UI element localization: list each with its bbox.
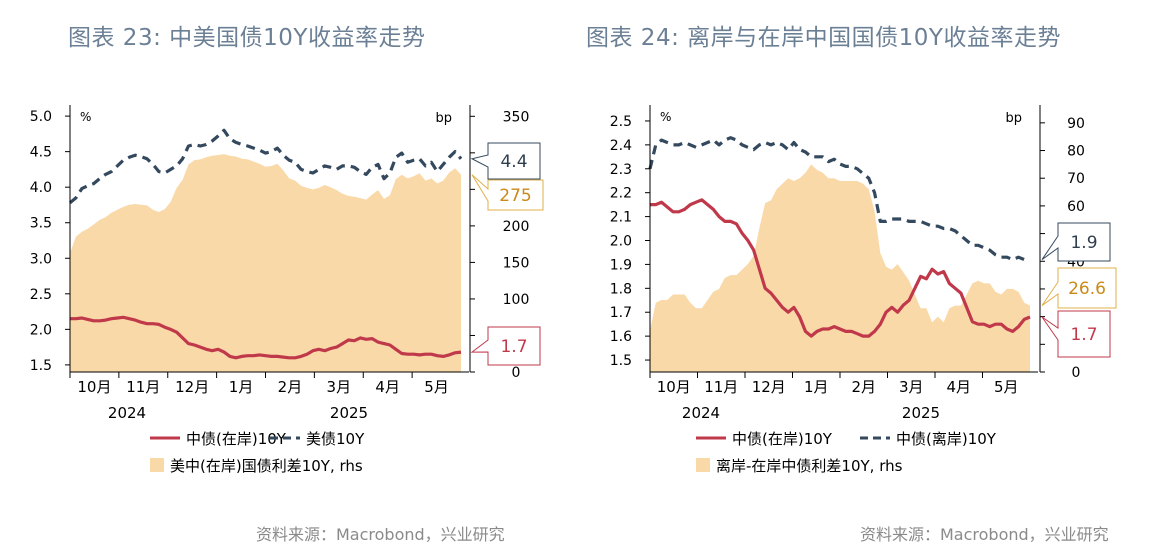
legend-swatch-area (150, 458, 164, 472)
x-tick-label: 1月 (804, 378, 829, 396)
right-tick-label: 100 (503, 292, 530, 308)
x-tick-label: 2月 (278, 378, 303, 396)
left-unit-label: % (80, 110, 91, 124)
callout-value: 275 (499, 186, 531, 206)
year-label: 2024 (682, 404, 720, 422)
x-tick-label: 11月 (126, 378, 160, 396)
left-tick-label: 2.3 (610, 162, 632, 178)
right-tick-label: 0 (512, 365, 521, 381)
left-tick-label: 4.0 (30, 180, 52, 196)
x-tick-label: 3月 (899, 378, 924, 396)
callout-box (470, 142, 541, 180)
right-tick-label: 200 (503, 219, 530, 235)
right-unit-label: bp (435, 111, 452, 126)
left-tick-label: 2.1 (610, 210, 632, 226)
x-tick-label: 12月 (175, 378, 209, 396)
legend-label: 离岸-在岸中债利差10Y, rhs (716, 457, 903, 475)
right-tick-label: 350 (503, 109, 530, 125)
legend-label: 中债(在岸)10Y (732, 430, 833, 448)
left-tick-label: 1.7 (610, 305, 632, 321)
onshore-yield-line (70, 315, 462, 360)
left-tick-label: 5.0 (30, 109, 52, 125)
right-tick-label: 0 (1072, 365, 1081, 381)
left-tick-label: 2.0 (610, 234, 632, 250)
left-tick-label: 3.0 (30, 251, 52, 267)
callout-box (470, 326, 541, 366)
offshore-yield-line (648, 136, 1030, 262)
x-tick-label: 12月 (752, 378, 786, 396)
source-note: 资料来源：Macrobond，兴业研究 (860, 525, 1109, 544)
spread-area (70, 154, 461, 372)
left-tick-label: 4.5 (30, 145, 52, 161)
callout-value: 1.9 (1070, 233, 1097, 253)
legend-label: 中债(在岸)10Y (186, 430, 287, 448)
right-tick-label: 60 (1067, 199, 1085, 215)
x-tick-label: 5月 (994, 378, 1019, 396)
left-tick-label: 3.5 (30, 216, 52, 232)
year-label: 2025 (330, 404, 368, 422)
x-tick-label: 3月 (327, 378, 352, 396)
callout-box (1041, 310, 1111, 358)
legend-label: 中债(离岸)10Y (896, 430, 997, 448)
left-tick-label: 2.5 (610, 114, 632, 130)
chart-title: 图表 23: 中美国债10Y收益率走势 (68, 25, 426, 51)
x-tick-label: 4月 (946, 378, 971, 396)
x-tick-label: 2月 (851, 378, 876, 396)
callout-box (1041, 222, 1111, 262)
chart-24-svg: 1.51.61.71.81.92.02.12.22.32.42.50102030… (610, 105, 1117, 475)
spread-area (650, 164, 1030, 372)
onshore-yield-line (650, 198, 1031, 338)
x-tick-label: 10月 (657, 378, 691, 396)
right-tick-label: 70 (1067, 171, 1085, 187)
x-tick-label: 5月 (424, 378, 449, 396)
callout-box (1041, 267, 1117, 309)
callout-value: 4.4 (500, 152, 527, 172)
left-tick-label: 1.6 (610, 329, 632, 345)
left-tick-label: 2.2 (610, 186, 632, 202)
x-tick-label: 11月 (704, 378, 738, 396)
callout-value: 1.7 (500, 337, 527, 357)
callout-box (471, 174, 544, 211)
left-tick-label: 1.9 (610, 257, 632, 273)
left-unit-label: % (660, 110, 671, 124)
legend-label: 美中(在岸)国债利差10Y, rhs (170, 457, 363, 475)
legend-swatch-area (696, 458, 710, 472)
legend-label: 美债10Y (306, 430, 365, 448)
chart-title: 图表 24: 离岸与在岸中国国债10Y收益率走势 (586, 25, 1061, 51)
us-yield-line (68, 128, 463, 205)
chart-panel-right: 图表 24: 离岸与在岸中国国债10Y收益率走势 1.5 1.6 1.7 1.8 1.9… (586, 0, 1171, 551)
right-unit-label: bp (1005, 111, 1022, 126)
right-tick-label: 150 (503, 255, 530, 271)
left-tick-label: 1.5 (30, 358, 52, 374)
right-tick-label: 90 (1067, 116, 1085, 132)
chart-23-svg: 1.52.02.53.03.54.04.55.00501001502002503… (30, 105, 544, 475)
left-tick-label: 1.5 (610, 353, 632, 369)
left-tick-label: 2.0 (30, 322, 52, 338)
source-note: 资料来源：Macrobond，兴业研究 (256, 525, 505, 544)
callout-value: 26.6 (1068, 279, 1106, 299)
year-label: 2025 (902, 404, 940, 422)
x-tick-label: 1月 (229, 378, 254, 396)
left-tick-label: 2.5 (30, 287, 52, 303)
right-tick-label: 80 (1067, 144, 1085, 160)
x-tick-label: 10月 (77, 378, 111, 396)
left-tick-label: 1.8 (610, 281, 632, 297)
chart-panel-left: 图表 23: 中美国债10Y收益率走势 1.5 2.0 2.5 3.0 3.5 4.0 4.… (0, 0, 585, 551)
year-label: 2024 (108, 404, 146, 422)
x-tick-label: 4月 (375, 378, 400, 396)
left-tick-label: 2.4 (610, 138, 632, 154)
callout-value: 1.7 (1070, 325, 1097, 345)
